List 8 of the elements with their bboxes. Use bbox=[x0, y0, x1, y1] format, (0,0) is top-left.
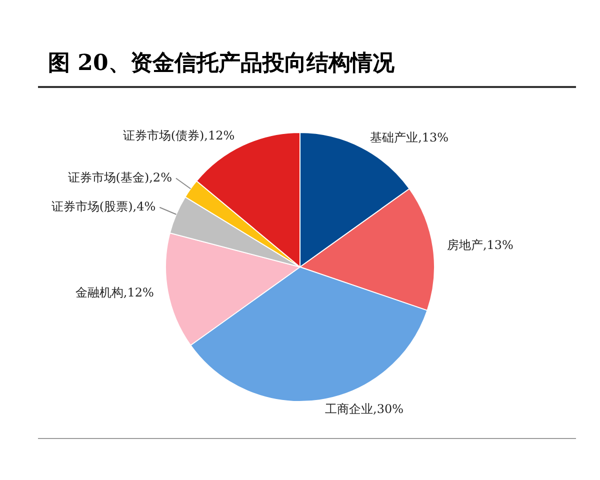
slice-label: 金融机构,12% bbox=[75, 285, 154, 300]
slice-label: 工商企业,30% bbox=[325, 402, 404, 416]
slice-label: 证券市场(基金),2% bbox=[68, 170, 172, 184]
chart-title: 图 20、资金信托产品投向结构情况 bbox=[48, 49, 394, 78]
slice-label: 证券市场(债券),12% bbox=[122, 128, 235, 142]
slice-label: 基础产业,13% bbox=[370, 130, 449, 145]
slice-label: 证券市场(股票),4% bbox=[51, 199, 156, 214]
slice-label: 房地产,13% bbox=[446, 238, 514, 252]
